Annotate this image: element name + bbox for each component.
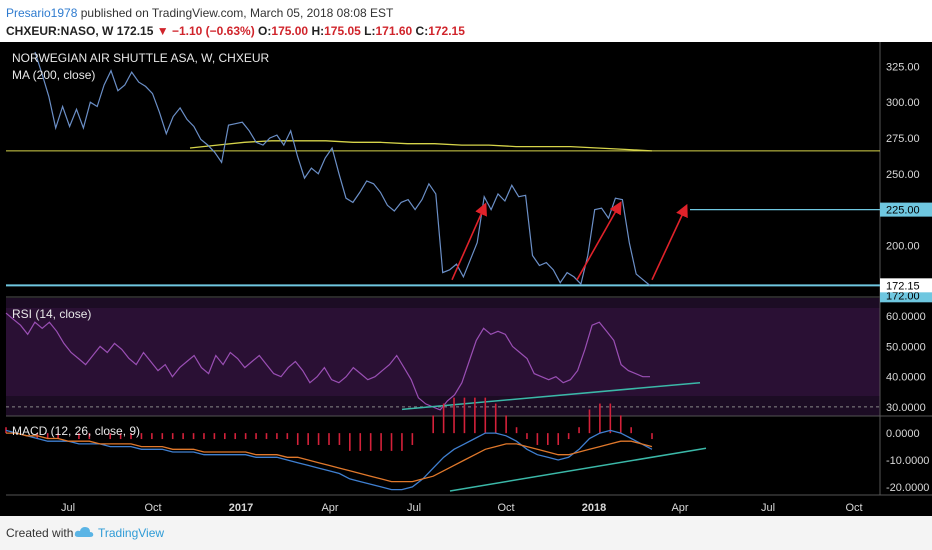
macd-series-line [5,429,653,491]
chart-area[interactable]: 325.00300.00275.00250.00225.00200.00225.… [0,42,932,516]
author-link[interactable]: Presario1978 [6,6,78,20]
time-axis-tick-7: Apr [671,502,688,514]
last-price: 172.15 [116,24,154,38]
rsi-series-line [5,312,650,411]
macd-axis-tick-2: -20.0000 [886,482,929,494]
chart-header: Presario1978 published on TradingView.co… [0,0,932,42]
published-text: published on TradingView.com, March 05, … [77,6,394,20]
chart-svg[interactable]: 325.00300.00275.00250.00225.00200.00225.… [0,42,932,516]
high-label: H: [311,24,325,38]
trend-arrow-0 [451,202,487,281]
level-label-225: 225.00 [886,205,920,217]
ma-indicator-label: MA (200, close) [12,68,95,82]
macd-trendline [449,447,707,492]
tradingview-link[interactable]: TradingView [98,526,165,540]
last-price-label: 172.15 [886,280,920,292]
symbol-quote: CHXEUR:NASO, W 172.15 ▼ −1.10 (−0.63%) O… [6,24,465,38]
created-with-text: Created with [6,526,74,540]
rsi-indicator-label: RSI (14, close) [12,307,91,321]
time-axis-tick-0: Jul [61,502,75,514]
down-triangle-icon: ▼ [156,24,169,38]
ma-series-line [189,140,653,152]
macd-indicator-label: MACD (12, 26, close, 9) [12,424,140,438]
level-label-225-bg [880,202,932,217]
time-axis-tick-2: 2017 [229,502,253,514]
trend-arrow-2 [651,203,688,281]
macd-axis-tick-1: -10.0000 [886,455,929,467]
rsi-axis-tick-3: 30.0000 [886,402,926,414]
price-series-line [34,51,651,286]
price-pane-title: NORWEGIAN AIR SHUTTLE ASA, W, CHXEUR [12,51,269,65]
time-axis-tick-4: Jul [407,502,421,514]
price-axis-tick-0: 325.00 [886,61,920,73]
price-axis-tick-3: 250.00 [886,169,920,181]
rsi-band [6,308,880,396]
symbol-name: CHXEUR:NASO, W [6,24,114,38]
rsi-axis-tick-1: 50.0000 [886,341,926,353]
close-label: C: [415,24,429,38]
rsi-axis-tick-0: 60.0000 [886,311,926,323]
time-axis-tick-6: 2018 [582,502,606,514]
time-axis-tick-5: Oct [497,502,514,514]
price-axis-tick-5: 200.00 [886,240,920,252]
close-value: 172.15 [428,24,465,38]
level-label-172: 172.00 [886,290,920,302]
price-axis-tick-1: 300.00 [886,97,920,109]
last-price-label-bg [880,278,932,293]
low-value: 171.60 [375,24,413,38]
trend-arrow-1 [576,201,622,281]
time-axis-tick-8: Jul [761,502,775,514]
publish-info: Presario1978 published on TradingView.co… [6,6,393,20]
time-axis-tick-1: Oct [144,502,161,514]
price-change: −1.10 (−0.63%) [171,24,255,38]
footer: Created with TradingView [0,516,932,550]
macd-axis-tick-0: 0.0000 [886,428,920,440]
high-value: 175.05 [324,24,361,38]
signal-series-line [6,432,653,483]
time-axis-tick-3: Apr [321,502,338,514]
open-label: O: [258,24,272,38]
rsi-trendline [401,381,701,411]
tradingview-cloud-icon [74,527,94,537]
low-label: L: [364,24,376,38]
price-axis-tick-2: 275.00 [886,133,920,145]
rsi-axis-tick-2: 40.0000 [886,372,926,384]
time-axis-tick-9: Oct [845,502,862,514]
open-value: 175.00 [271,24,309,38]
